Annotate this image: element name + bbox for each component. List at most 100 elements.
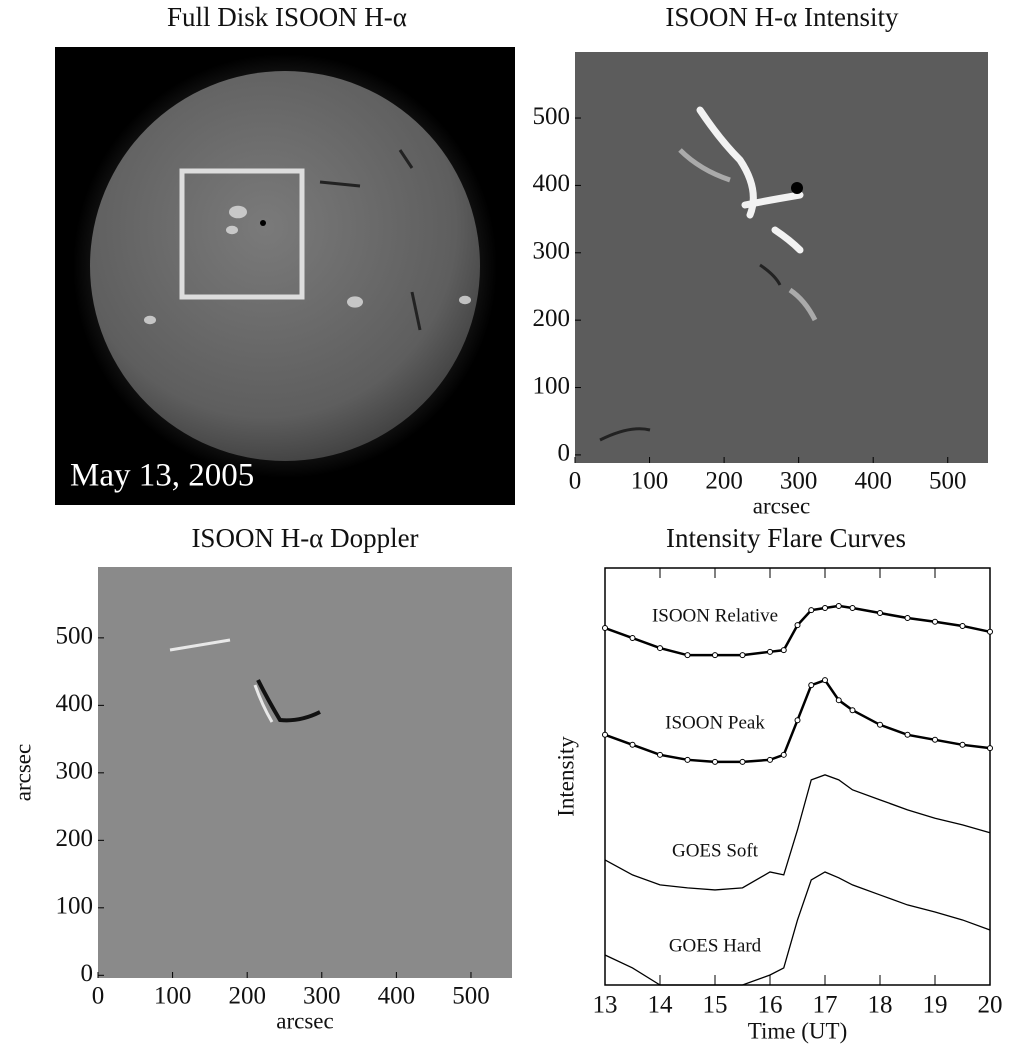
x-tick-label: 100 <box>154 983 192 1010</box>
series-marker <box>808 682 815 689</box>
series-marker <box>629 635 636 642</box>
series-marker <box>767 756 773 763</box>
x-tick-label: 500 <box>452 983 490 1010</box>
y-axis-label: Intensity <box>553 736 578 817</box>
sun-disk <box>90 71 480 461</box>
series-marker <box>932 618 938 625</box>
series-marker <box>629 741 636 748</box>
series-line <box>604 871 991 986</box>
x-tick-label: 400 <box>854 468 892 495</box>
active-region <box>226 225 238 235</box>
x-tick-label: 17 <box>813 992 838 1019</box>
doppler-dark <box>256 679 321 723</box>
series-marker <box>835 602 842 609</box>
sunspot <box>260 220 266 226</box>
series-marker <box>822 677 828 684</box>
series-marker <box>780 647 787 654</box>
y-tick-label: 400 <box>533 170 571 197</box>
series-marker <box>987 745 993 752</box>
x-tick-label: 300 <box>780 468 818 495</box>
filament <box>319 180 361 188</box>
x-tick-label: 400 <box>378 983 416 1010</box>
zoom-box <box>179 168 305 300</box>
curve-label: GOES Hard <box>669 935 762 956</box>
series-marker <box>835 697 842 704</box>
sunspot <box>791 182 803 194</box>
y-tick-label: 0 <box>558 440 571 467</box>
series-marker <box>794 717 801 724</box>
filament <box>410 291 422 331</box>
series-marker <box>780 751 787 758</box>
x-tick-label: 16 <box>758 992 783 1019</box>
y-axis-label: arcsec <box>10 744 35 801</box>
series-line <box>604 678 991 764</box>
doppler-bright <box>169 638 274 723</box>
series-marker <box>684 652 691 659</box>
active-region <box>144 315 156 325</box>
y-tick-label: 500 <box>533 103 571 130</box>
series-marker <box>904 615 911 622</box>
y-tick-label: 100 <box>533 372 571 399</box>
series-marker <box>932 736 938 743</box>
filament <box>398 149 414 169</box>
x-tick-label: 14 <box>648 992 674 1019</box>
series-marker <box>808 607 815 614</box>
y-tick-label: 200 <box>533 305 571 332</box>
image-background <box>98 567 512 978</box>
series-marker <box>712 758 718 765</box>
series-marker <box>904 731 911 738</box>
x-tick-label: 18 <box>868 992 893 1019</box>
y-tick-label: 500 <box>56 623 94 650</box>
series-marker <box>602 625 608 632</box>
series-marker <box>657 645 663 652</box>
active-region <box>347 296 363 308</box>
active-region <box>459 295 471 305</box>
active-region <box>229 205 247 219</box>
panel-title: Intensity Flare Curves <box>666 523 906 553</box>
curve-label: ISOON Relative <box>652 606 778 627</box>
y-tick-label: 300 <box>56 758 94 785</box>
series-marker <box>657 751 663 758</box>
series-line <box>604 774 991 891</box>
x-axis-label: arcsec <box>753 493 810 518</box>
series-marker <box>684 756 691 763</box>
flare-halo <box>678 148 818 322</box>
x-tick-label: 500 <box>929 468 967 495</box>
series-marker <box>767 648 773 655</box>
image-background <box>575 52 988 463</box>
series-marker <box>849 605 856 612</box>
series-marker <box>739 652 746 659</box>
y-tick-label: 200 <box>56 825 94 852</box>
x-tick-label: 19 <box>923 992 948 1019</box>
x-tick-label: 0 <box>92 983 105 1010</box>
series-marker <box>822 605 828 612</box>
filament <box>599 263 782 442</box>
x-tick-label: 20 <box>978 992 1003 1019</box>
x-tick-label: 100 <box>631 468 669 495</box>
series-line <box>604 604 991 657</box>
annotation: May 13, 2005 <box>70 458 254 494</box>
x-axis-label: Time (UT) <box>748 1018 847 1043</box>
panel-title: ISOON H-α Doppler <box>191 523 418 553</box>
flare-ribbon <box>696 106 804 254</box>
curve-label: ISOON Peak <box>665 712 765 733</box>
series-marker <box>877 610 883 617</box>
x-tick-label: 15 <box>703 992 728 1019</box>
y-tick-label: 300 <box>533 238 571 265</box>
x-axis-label: arcsec <box>276 1008 333 1033</box>
x-tick-label: 200 <box>228 983 266 1010</box>
series-marker <box>712 652 718 659</box>
series-marker <box>602 731 608 738</box>
x-tick-label: 0 <box>569 468 582 495</box>
series-marker <box>739 758 746 765</box>
plot-frame <box>604 567 991 986</box>
series-marker <box>877 721 883 728</box>
curve-label: GOES Soft <box>672 840 759 861</box>
y-tick-label: 0 <box>81 960 94 987</box>
series-marker <box>959 741 966 748</box>
x-tick-label: 13 <box>593 992 618 1019</box>
panel-title: ISOON H-α Intensity <box>665 2 899 32</box>
x-tick-label: 300 <box>303 983 341 1010</box>
series-marker <box>959 622 966 629</box>
